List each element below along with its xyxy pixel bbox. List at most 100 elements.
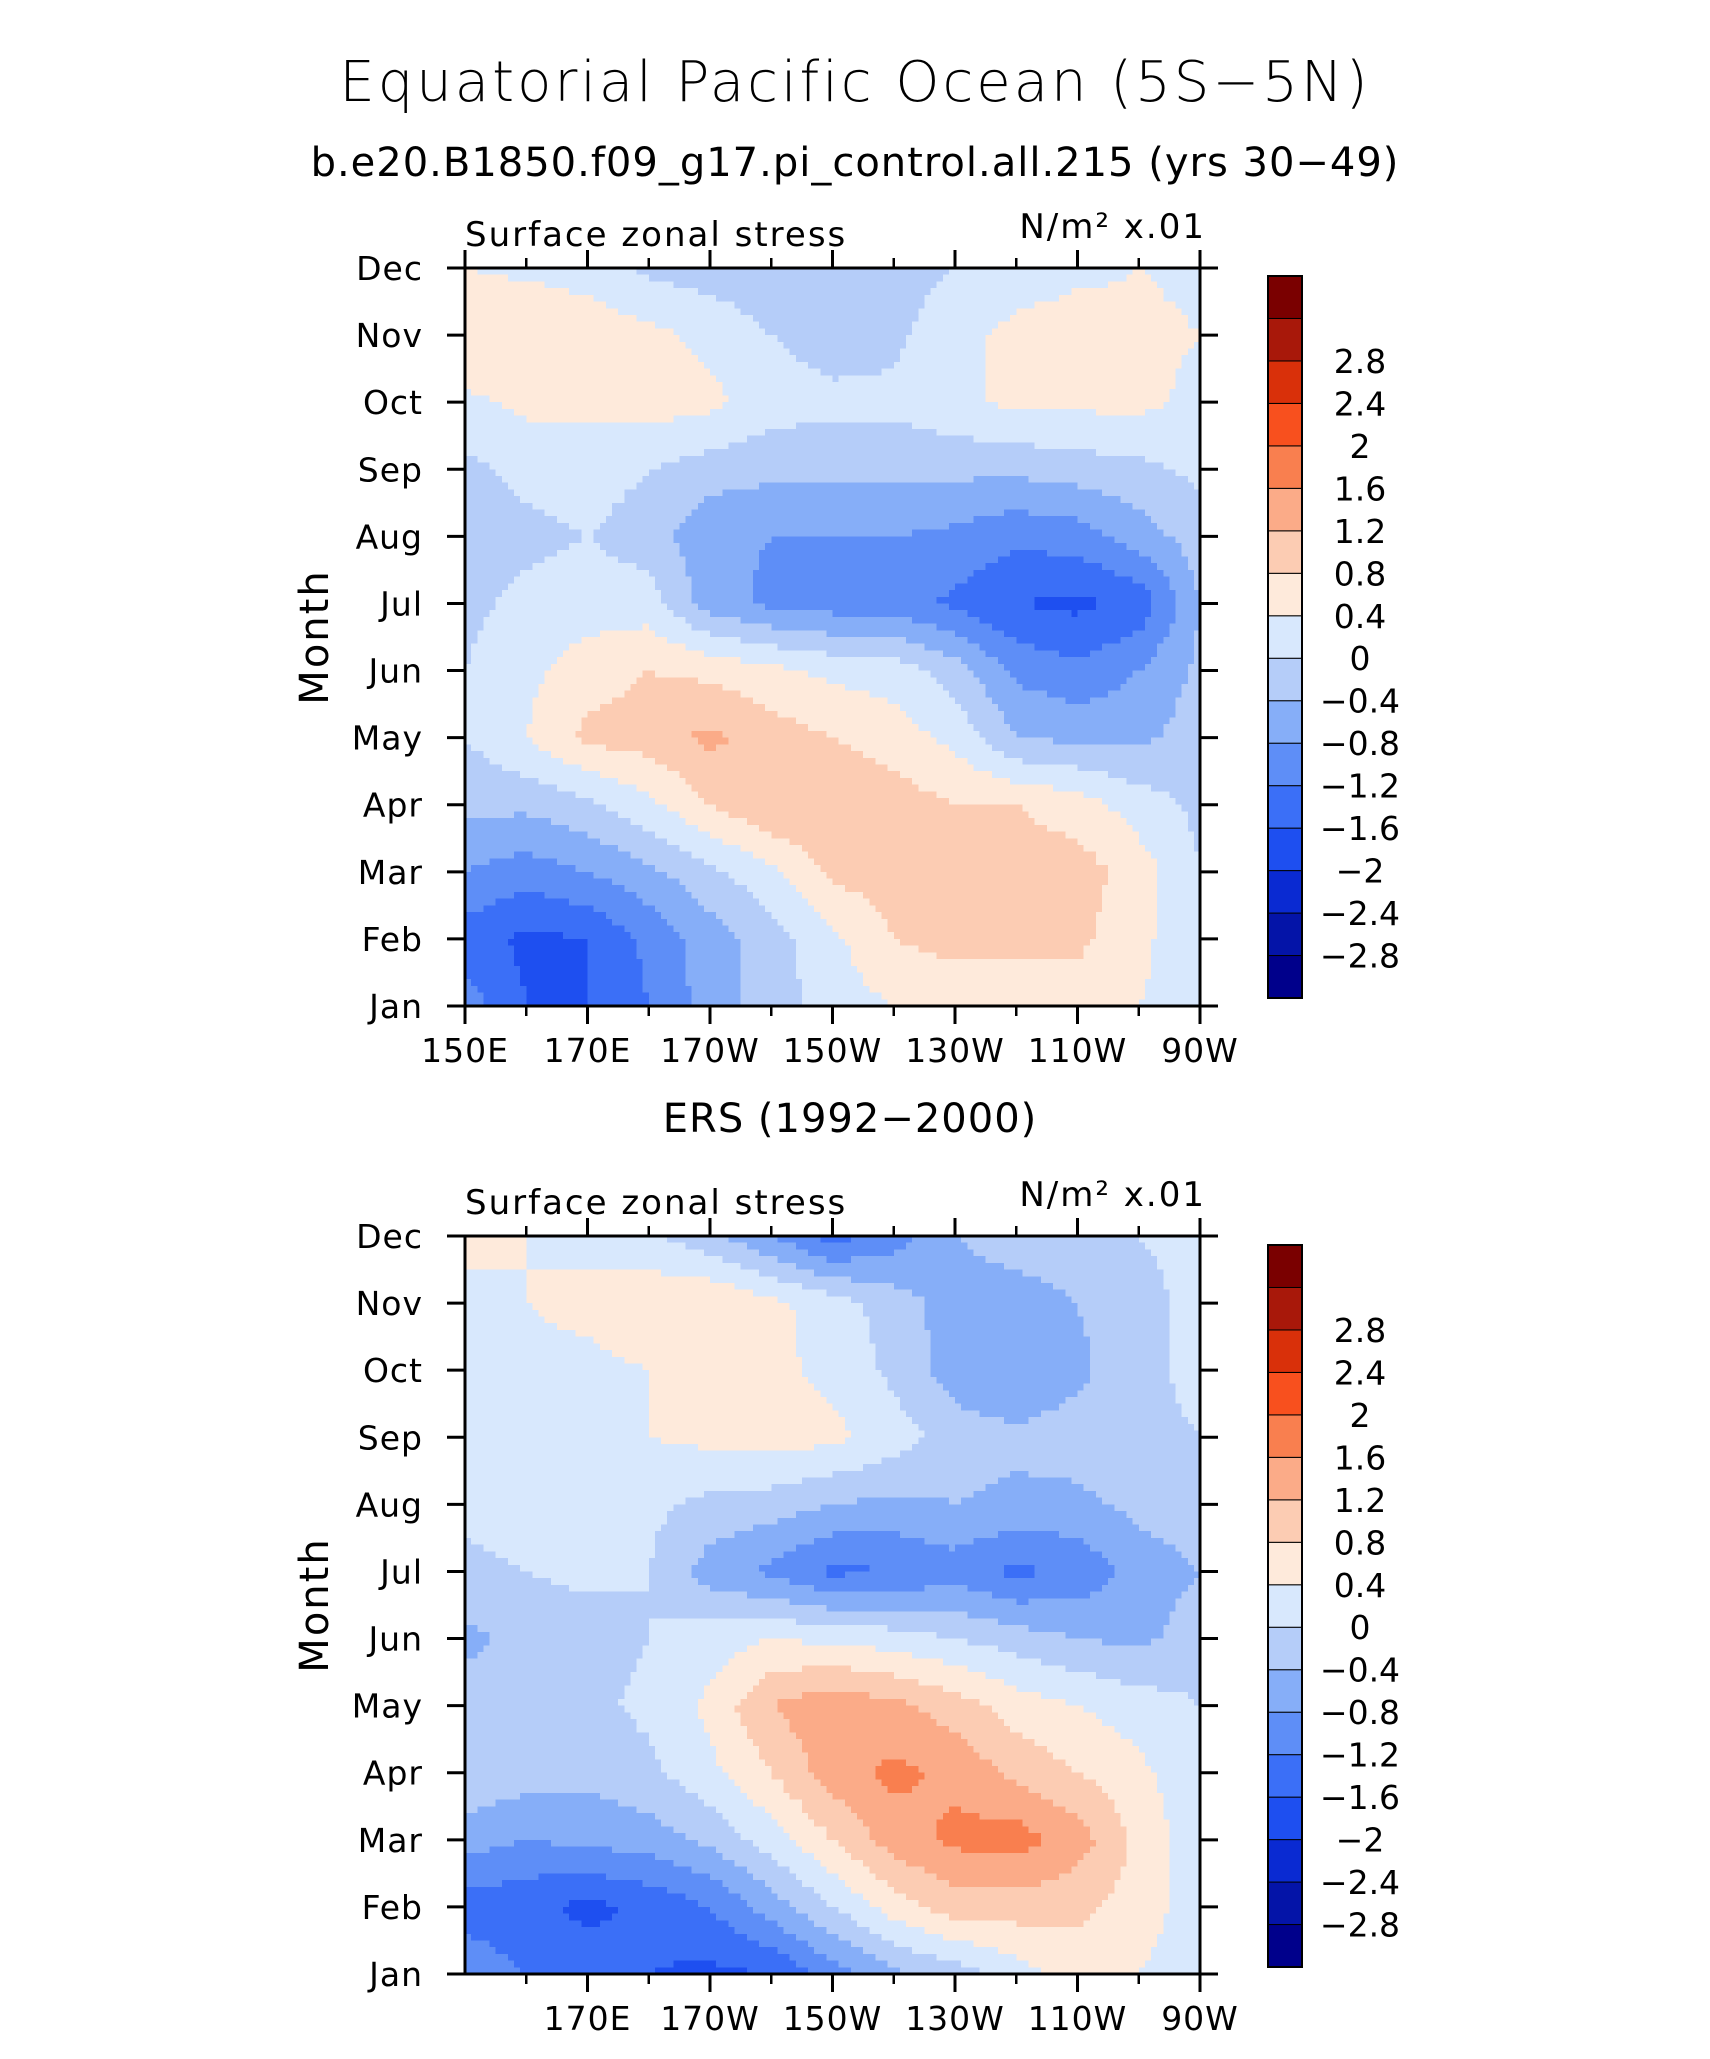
colorbar-box	[1267, 742, 1303, 787]
colorbar-box	[1267, 1541, 1303, 1586]
colorbar-label: 1.6	[1334, 1438, 1386, 1477]
x-tick-label: 170W	[660, 1999, 760, 2038]
colorbar-label: 2.8	[1334, 1311, 1386, 1350]
y-tick-label: Nov	[356, 1284, 423, 1323]
colorbar-label: −0.4	[1320, 682, 1400, 721]
colorbar-label: −1.6	[1320, 1778, 1400, 1817]
figure-title: Equatorial Pacific Ocean (5S−5N)	[0, 50, 1710, 115]
y-tick-label: Jan	[367, 987, 423, 1026]
colorbar-label: 0.8	[1334, 554, 1386, 593]
colorbar-box	[1267, 1711, 1303, 1756]
colorbar-box	[1267, 1839, 1303, 1883]
colorbar-label: 0	[1350, 639, 1371, 678]
colorbar-box	[1267, 1626, 1303, 1671]
colorbar-box	[1267, 572, 1303, 617]
y-tick-label: Jun	[366, 1620, 423, 1659]
colorbar-label: −1.6	[1320, 809, 1400, 848]
colorbar-box	[1267, 317, 1303, 362]
colorbar-box	[1267, 445, 1303, 489]
y-tick-label: Jul	[378, 1552, 423, 1591]
colorbar-box	[1267, 530, 1303, 574]
colorbar-label: −0.4	[1320, 1651, 1400, 1690]
colorbar: −2.8−2.4−2−1.6−1.2−0.8−0.400.40.81.21.62…	[1267, 1244, 1400, 1968]
colorbar-box	[1267, 955, 1303, 999]
y-tick-label: Feb	[362, 1888, 423, 1927]
colorbar-label: −2.8	[1320, 1906, 1400, 1945]
colorbar-box	[1267, 360, 1303, 404]
colorbar-box	[1267, 785, 1303, 829]
colorbar-label: −2	[1336, 1821, 1385, 1860]
colorbar-box	[1267, 1754, 1303, 1798]
colorbar-box	[1267, 1371, 1303, 1416]
colorbar-box	[1267, 487, 1303, 532]
y-tick-label: Mar	[358, 1821, 423, 1860]
colorbar-box	[1267, 1499, 1303, 1543]
colorbar-label: −1.2	[1320, 1736, 1400, 1775]
colorbar-box	[1267, 1286, 1303, 1331]
y-tick-label: Dec	[356, 249, 423, 288]
colorbar-label: −2.4	[1320, 894, 1400, 933]
x-tick-label: 110W	[1028, 1031, 1128, 1070]
x-tick-label: 150W	[783, 1031, 883, 1070]
colorbar-box	[1267, 700, 1303, 744]
colorbar-label: −0.8	[1320, 724, 1400, 763]
colorbar-label: −1.2	[1320, 767, 1400, 806]
colorbar-box	[1267, 1796, 1303, 1841]
y-axis-label: Month	[292, 1537, 338, 1672]
x-tick-label: 170E	[544, 1999, 632, 2038]
colorbar-label: 0.4	[1334, 597, 1386, 636]
colorbar-label: 0	[1350, 1608, 1371, 1647]
y-tick-label: Sep	[358, 450, 423, 489]
y-tick-label: Nov	[356, 316, 423, 355]
y-tick-label: Oct	[363, 1351, 423, 1390]
right-label: N/m² x.01	[1019, 1175, 1206, 1215]
y-tick-label: Jan	[367, 1955, 423, 1994]
right-label: N/m² x.01	[1019, 207, 1206, 247]
y-tick-label: Aug	[356, 517, 423, 556]
x-tick-label: 170E	[544, 1031, 632, 1070]
colorbar-label: 0.4	[1334, 1566, 1386, 1605]
colorbar-frame	[1267, 1244, 1303, 1968]
contour-field	[465, 268, 1201, 1007]
colorbar-box	[1267, 1584, 1303, 1628]
colorbar-label: 0.8	[1334, 1523, 1386, 1562]
colorbar-box	[1267, 1456, 1303, 1501]
colorbar-label: 2	[1350, 427, 1371, 466]
colorbar-box	[1267, 275, 1303, 319]
colorbar-box	[1267, 1244, 1303, 1288]
colorbar-label: 1.2	[1334, 512, 1386, 551]
x-tick-label: 130W	[905, 1999, 1005, 2038]
colorbar-box	[1267, 1924, 1303, 1968]
colorbar-label: −2.4	[1320, 1863, 1400, 1902]
y-tick-label: Apr	[363, 786, 423, 825]
x-tick-label: 150W	[783, 1999, 883, 2038]
y-tick-label: Aug	[356, 1485, 423, 1524]
colorbar-label: −2.8	[1320, 937, 1400, 976]
colorbar-label: 1.2	[1334, 1481, 1386, 1520]
x-tick-label: 110W	[1028, 1999, 1128, 2038]
colorbar-label: −0.8	[1320, 1693, 1400, 1732]
x-tick-label: 90W	[1161, 1999, 1239, 2038]
colorbar-box	[1267, 657, 1303, 702]
y-axis-label: Month	[292, 569, 338, 704]
colorbar-box	[1267, 1669, 1303, 1713]
x-tick-label: 130W	[905, 1031, 1005, 1070]
y-tick-label: Jul	[378, 584, 423, 623]
colorbar-box	[1267, 402, 1303, 447]
y-tick-label: Jun	[366, 652, 423, 691]
colorbar-box	[1267, 870, 1303, 914]
y-tick-label: Dec	[356, 1217, 423, 1256]
left-label: Surface zonal stress	[465, 1183, 847, 1223]
colorbar-box	[1267, 827, 1303, 872]
y-tick-label: Sep	[358, 1418, 423, 1457]
colorbar-frame	[1267, 275, 1303, 999]
colorbar-label: 2	[1350, 1396, 1371, 1435]
y-tick-label: May	[352, 1687, 423, 1726]
y-tick-label: Mar	[358, 853, 423, 892]
colorbar-label: 2.8	[1334, 342, 1386, 381]
colorbar-box	[1267, 1329, 1303, 1373]
colorbar-label: 2.4	[1334, 384, 1386, 423]
colorbar-box	[1267, 1414, 1303, 1458]
colorbar-box	[1267, 615, 1303, 659]
